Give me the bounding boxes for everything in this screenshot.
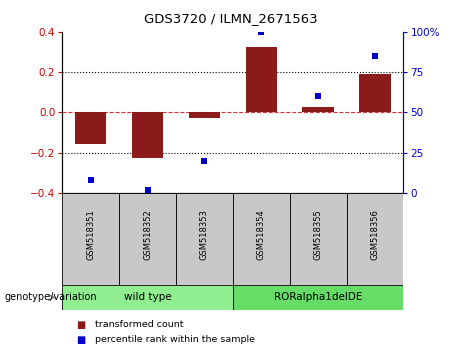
Text: GSM518354: GSM518354 (257, 209, 266, 260)
Text: percentile rank within the sample: percentile rank within the sample (95, 335, 255, 344)
Point (201, 158, 208, 164)
Bar (62, 193, 119, 285)
Bar (290, 193, 347, 285)
Text: GSM518353: GSM518353 (200, 209, 209, 260)
Text: GSM518351: GSM518351 (86, 209, 95, 260)
Bar (132, 113, 163, 158)
Text: wild type: wild type (124, 292, 171, 302)
Text: GSM518356: GSM518356 (371, 209, 379, 260)
Bar (359, 74, 390, 113)
Text: ■: ■ (76, 335, 85, 345)
Point (314, 93, 322, 99)
Bar (189, 113, 220, 119)
Point (144, 187, 151, 193)
Text: genotype/variation: genotype/variation (5, 292, 97, 302)
Bar (176, 193, 233, 285)
Bar (119, 193, 176, 285)
Bar (347, 193, 403, 285)
Bar (302, 107, 334, 113)
Text: ■: ■ (76, 320, 85, 330)
Bar (75, 113, 106, 144)
Bar (62, 285, 233, 310)
Bar (233, 193, 290, 285)
Text: transformed count: transformed count (95, 320, 184, 330)
Point (258, 29, 265, 35)
Text: GSM518355: GSM518355 (313, 209, 323, 260)
Point (371, 53, 378, 59)
Text: GDS3720 / ILMN_2671563: GDS3720 / ILMN_2671563 (144, 12, 317, 25)
Text: RORalpha1delDE: RORalpha1delDE (274, 292, 362, 302)
Text: GSM518352: GSM518352 (143, 209, 152, 260)
Bar (233, 285, 403, 310)
Bar (246, 47, 277, 113)
Point (87, 177, 95, 183)
